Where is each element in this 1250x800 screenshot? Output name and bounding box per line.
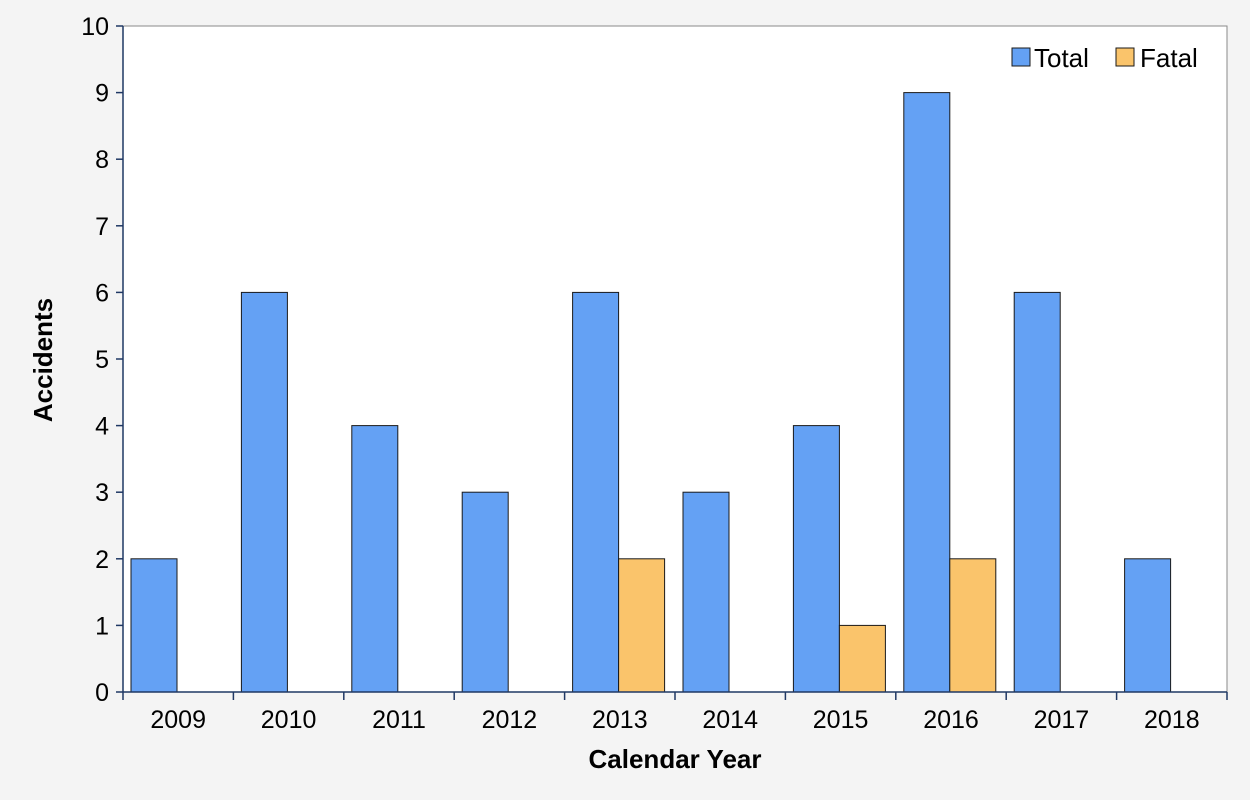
- y-tick-label: 9: [95, 80, 109, 108]
- y-ticks: 0 1 2 3 4 5 6 7 8 9 10: [81, 13, 123, 707]
- bar-fatal-2016: [949, 558, 997, 693]
- x-tick-label: 2012: [482, 706, 538, 734]
- bar-total-2012: [461, 491, 509, 693]
- y-tick-label: 4: [95, 413, 109, 441]
- y-tick-label: 8: [95, 146, 109, 174]
- y-tick-label: 6: [95, 279, 109, 307]
- x-tick-label: 2017: [1034, 706, 1090, 734]
- bar-total-2017: [1013, 291, 1061, 693]
- x-ticks: 2009 2010 2011 2012 2013 2014 2015 2016 2017 2018: [122, 692, 1228, 734]
- bar-fatal-2015: [838, 624, 886, 693]
- x-tick-label: 2010: [261, 706, 317, 734]
- legend-swatch-fatal: [1115, 47, 1135, 67]
- x-axis-title: Calendar Year: [589, 744, 762, 774]
- bar-total-2016: [903, 92, 951, 693]
- legend-swatch-total: [1011, 47, 1031, 67]
- x-tick-label: 2018: [1144, 706, 1200, 734]
- y-tick-label: 3: [95, 479, 109, 507]
- x-tick-label: 2011: [372, 706, 426, 734]
- bar-total-2013: [572, 291, 620, 693]
- bar-total-2015: [792, 425, 840, 693]
- x-tick-label: 2014: [702, 706, 758, 734]
- y-tick-label: 0: [95, 679, 109, 707]
- bar-total-2009: [130, 558, 178, 693]
- y-tick-label: 2: [95, 546, 109, 574]
- legend-label-total: Total: [1034, 43, 1089, 73]
- bar-total-2010: [240, 291, 288, 693]
- y-tick-label: 7: [95, 213, 109, 241]
- plot-area: [122, 25, 1228, 693]
- y-axis-title: Accidents: [28, 298, 58, 422]
- x-tick-label: 2013: [592, 706, 648, 734]
- legend: Total Fatal: [1011, 43, 1198, 73]
- x-tick-label: 2009: [150, 706, 206, 734]
- bar-total-2014: [682, 491, 730, 693]
- bar-fatal-2013: [618, 558, 666, 693]
- x-tick-label: 2015: [813, 706, 869, 734]
- y-tick-label: 5: [95, 346, 109, 374]
- x-tick-label: 2016: [923, 706, 979, 734]
- bar-total-2011: [351, 425, 399, 693]
- bar-total-2018: [1124, 558, 1172, 693]
- legend-label-fatal: Fatal: [1140, 43, 1198, 73]
- y-tick-label: 10: [81, 13, 109, 41]
- y-tick-label: 1: [95, 612, 109, 640]
- bars-layer: [130, 92, 1172, 693]
